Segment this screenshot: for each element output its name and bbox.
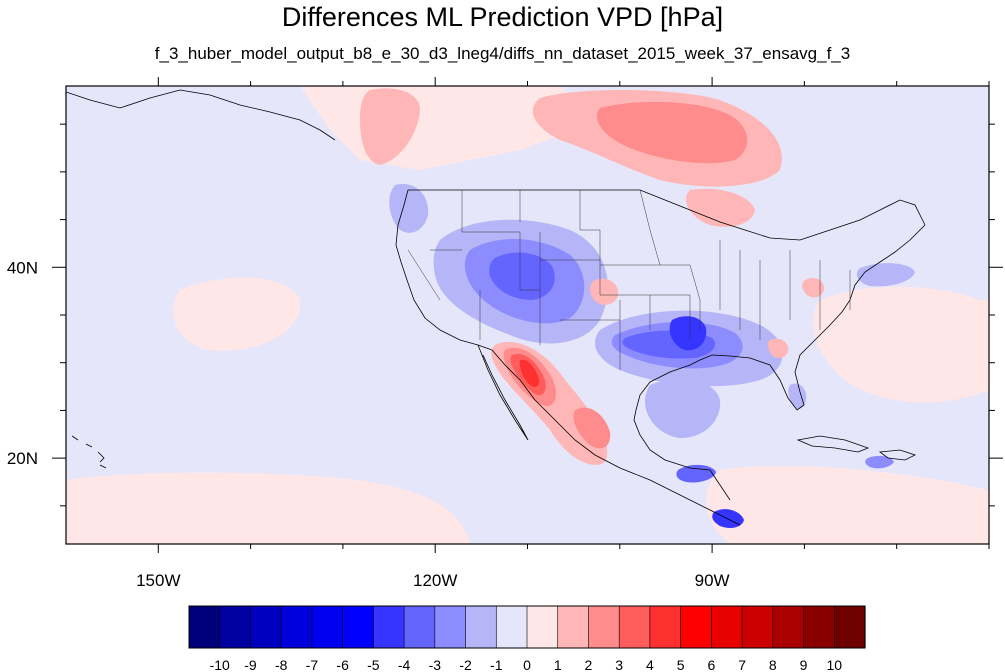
colorbar-swatch: [403, 605, 436, 649]
colorbar-swatch: [250, 605, 282, 649]
mexico-coast-west: [491, 349, 741, 526]
colorbar-swatch: [373, 605, 405, 649]
colorbar-swatch: [495, 605, 528, 649]
coastlines: [66, 89, 926, 526]
negative-anomaly-carib-3: [865, 455, 894, 469]
negative-anomaly-gulf-ocean: [645, 378, 721, 438]
colorbar-label: 8: [769, 657, 777, 672]
colorbar-label: -1: [490, 657, 503, 672]
colorbar-label: 3: [615, 657, 623, 672]
mexico-coast-east: [633, 419, 731, 501]
colorbar-label: -8: [275, 657, 288, 672]
colorbar-label: 2: [585, 657, 593, 672]
colorbar-swatch: [741, 605, 774, 649]
us-canada-border: [408, 189, 926, 241]
colorbar-swatch: [219, 605, 252, 649]
hawaii-islands: [71, 435, 107, 469]
positive-anomaly-pacific-south: [66, 472, 470, 544]
colorbar-label: -7: [306, 657, 319, 672]
positive-anomaly-texas: [589, 278, 619, 305]
x-tick-label: 90W: [695, 571, 730, 590]
colorbar-label: 7: [738, 657, 746, 672]
colorbar-swatch: [342, 605, 374, 649]
colorbar: -10 -9 -8 -7 -6 -5 -4 -3 -2 -1 0 1 2 3 4 5 6 7 8 9 10: [188, 605, 866, 672]
colorbar-swatch: [280, 605, 313, 649]
x-tick-label: 150W: [136, 571, 180, 590]
negative-anomaly-louisiana-core: [669, 316, 707, 351]
colorbar-label: -4: [398, 657, 411, 672]
positive-anomaly-sonora-peak: [519, 359, 540, 388]
colorbar-swatch: [557, 605, 590, 649]
map-subtitle: f_3_huber_model_output_b8_e_30_d3_lneg4/…: [154, 44, 851, 63]
colorbar-swatch: [772, 605, 805, 649]
colorbar-swatch: [434, 605, 467, 649]
positive-anomaly-caribbean: [706, 466, 989, 544]
hispaniola: [878, 449, 917, 461]
negative-anomaly-florida: [788, 383, 807, 409]
colorbar-label: 4: [646, 657, 654, 672]
colorbar-label: 0: [523, 657, 531, 672]
colorbar-label: -6: [336, 657, 349, 672]
positive-anomaly-ontario: [686, 188, 755, 227]
state-borders: [407, 189, 851, 370]
colorbar-swatch: [526, 605, 559, 649]
negative-anomaly-southwest-core: [489, 252, 555, 300]
colorbar-swatch: [711, 605, 743, 649]
colorbar-label: -5: [367, 657, 380, 672]
positive-anomaly-gulf-spot: [767, 338, 789, 358]
colorbar-swatch: [649, 605, 682, 649]
alaska-coast: [66, 89, 336, 141]
positive-anomaly-canada-core: [596, 101, 748, 164]
baja-california: [477, 344, 529, 441]
colorbar-label: 6: [707, 657, 715, 672]
positive-anomaly-alberta: [360, 88, 420, 165]
colorbar-frame: [188, 605, 866, 649]
us-east-coast: [633, 224, 926, 421]
positive-anomaly-central-mexico: [573, 407, 611, 449]
cuba: [796, 435, 870, 453]
colorbar-label: -2: [459, 657, 472, 672]
y-tick-label: 40N: [7, 258, 38, 277]
colorbar-swatch: [833, 605, 866, 649]
negative-anomaly-northeast: [856, 263, 915, 287]
colorbar-label: 1: [554, 657, 562, 672]
colorbar-swatch: [618, 605, 651, 649]
colorbar-label: -10: [210, 657, 230, 672]
colorbar-label: -3: [429, 657, 442, 672]
colorbar-label: 9: [800, 657, 808, 672]
y-tick-label: 20N: [7, 449, 38, 468]
positive-anomaly-atlantic: [813, 286, 989, 403]
positive-anomaly-great-lakes: [802, 278, 825, 298]
colorbar-swatch: [588, 605, 620, 649]
map-plot-area: [66, 86, 989, 544]
colorbar-swatch: [803, 605, 835, 649]
colorbar-label: 10: [826, 657, 842, 672]
colorbar-swatch: [465, 605, 497, 649]
colorbar-swatch: [188, 605, 221, 649]
state-border-lines: [407, 189, 851, 370]
positive-anomaly-pacific-west: [173, 277, 301, 351]
x-tick-label: 120W: [413, 571, 457, 590]
colorbar-label: 5: [677, 657, 685, 672]
map-axes: 150W 120W 90W 40N 20N: [7, 77, 1003, 590]
colorbar-label: -9: [244, 657, 257, 672]
us-west-coast: [395, 189, 493, 351]
colorbar-swatch: [680, 605, 712, 649]
colorbar-swatch: [311, 605, 344, 649]
map-title: Differences ML Prediction VPD [hPa]: [281, 2, 724, 32]
